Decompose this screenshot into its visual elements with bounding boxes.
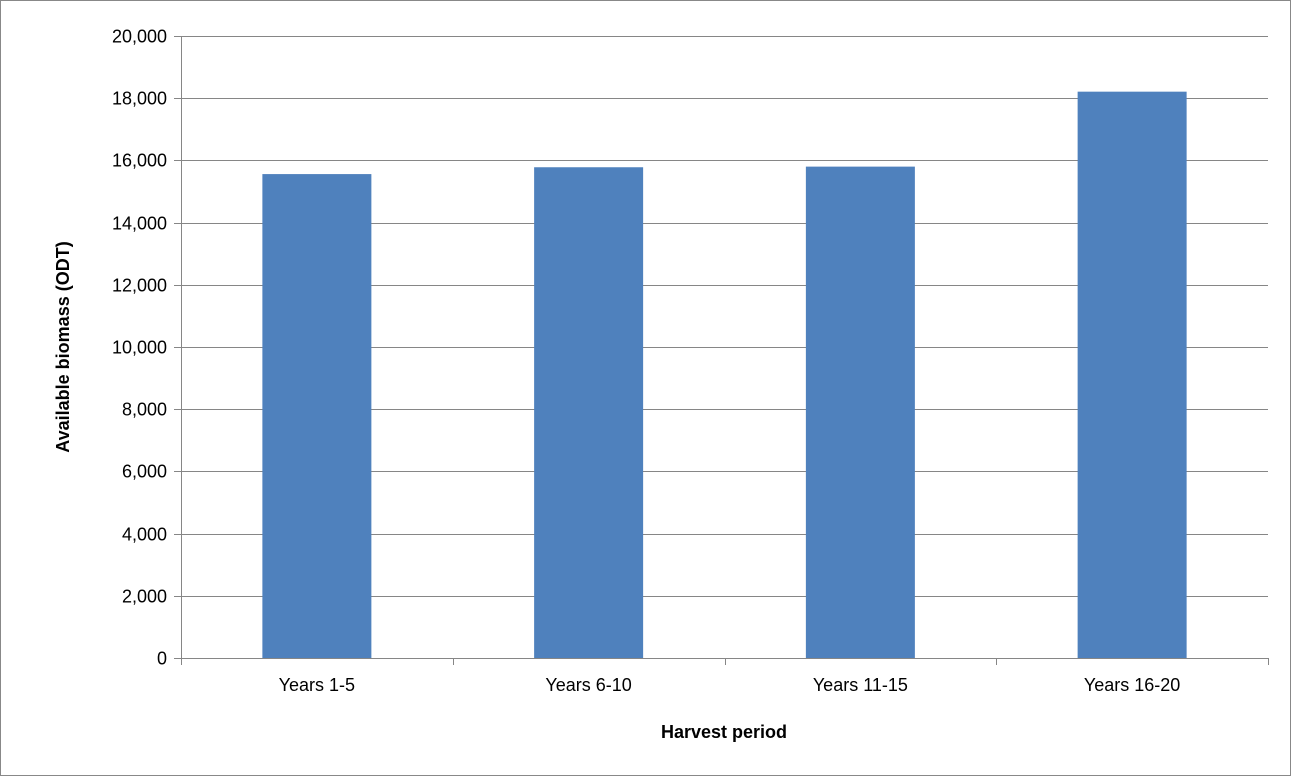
- axes: [174, 36, 1269, 665]
- bar-4: [1077, 91, 1187, 658]
- y-tick-label: 6,000: [122, 462, 167, 482]
- x-axis-title: Harvest period: [661, 722, 787, 742]
- y-tick-label: 18,000: [112, 89, 167, 109]
- y-axis-title: Available biomass (ODT): [53, 241, 73, 452]
- y-tick-label: 16,000: [112, 151, 167, 171]
- y-tick-label: 12,000: [112, 276, 167, 296]
- y-tick-label: 20,000: [112, 27, 167, 47]
- bar-1: [262, 174, 372, 659]
- y-tick-label: 0: [157, 649, 167, 669]
- y-tick-label: 4,000: [122, 525, 167, 545]
- y-tick-label: 8,000: [122, 400, 167, 420]
- x-tick-label: Years 11-15: [813, 675, 908, 695]
- bars: [262, 91, 1187, 659]
- x-tick-label: Years 1-5: [279, 675, 355, 695]
- y-tick-label: 14,000: [112, 214, 167, 234]
- y-tick-label: 2,000: [122, 587, 167, 607]
- x-tick-label: Years 6-10: [545, 675, 631, 695]
- y-tick-labels: 0 2,000 4,000 6,000 8,000 10,000 12,000 14,000 1…: [112, 27, 167, 669]
- x-tick-label: Years 16-20: [1084, 675, 1180, 695]
- x-tick-labels: Years 1-5 Years 6-10 Years 11-15 Years 16-2…: [279, 675, 1181, 695]
- bar-2: [534, 167, 644, 658]
- bar-3: [805, 166, 915, 658]
- y-tick-label: 10,000: [112, 338, 167, 358]
